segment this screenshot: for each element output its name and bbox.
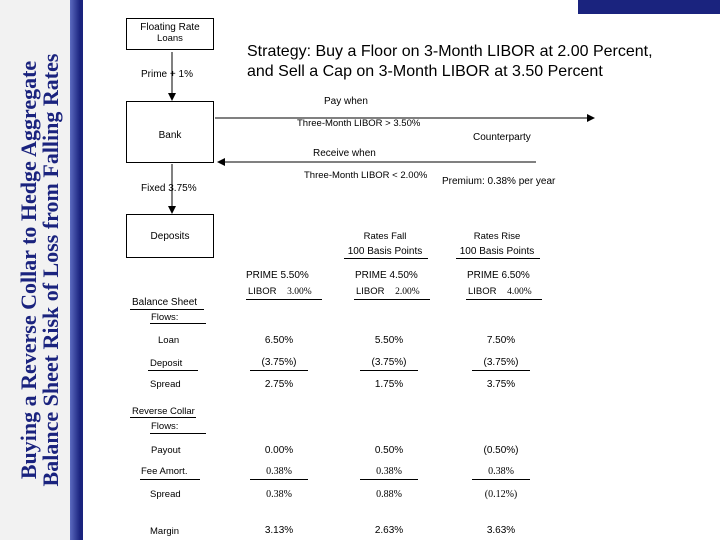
reverse-collar-flows-underline [150,433,206,434]
reverse-collar-underline [130,417,196,418]
libor-base: LIBOR 3.00% [248,286,312,297]
headline-line2: and Sell a Cap on 3-Month LIBOR at 3.50 … [247,63,603,80]
payout-rise: (0.50%) [483,445,519,456]
spread-base: 2.75% [264,379,294,390]
spread-fall: 1.75% [374,379,404,390]
premium-label: Premium: 0.38% per year [442,176,556,187]
row-label-fee-amort: Fee Amort. [141,466,188,477]
receive-when-label: Receive when [313,148,376,159]
libor-label: LIBOR [356,286,385,297]
prime-plus-label: Prime + 1% [141,69,193,80]
balance-sheet-title: Balance Sheet [132,297,198,308]
row-label-loan: Loan [158,335,180,346]
libor-fall-underline [354,299,430,300]
deposit-base: (3.75%) [261,357,297,368]
prime-fall: PRIME 4.50% [355,270,418,281]
headline: Strategy: Buy a Floor on 3-Month LIBOR a… [247,42,653,82]
loan-base: 6.50% [264,335,294,346]
collar-spread-base: 0.38% [266,489,292,500]
prime-rise: PRIME 6.50% [467,270,530,281]
deposits-label: Deposits [150,231,190,242]
spread-rise: 3.75% [486,379,516,390]
collar-spread-fall: 0.88% [376,489,402,500]
floating-rate-loans-box: Floating Rate Loans [126,18,214,50]
scenario-fall-bottom: 100 Basis Points [347,246,423,257]
fee-amort-fall: 0.38% [376,466,402,477]
fee-amort-fall-underline [360,479,418,480]
payout-fall: 0.50% [374,445,404,456]
margin-base: 3.13% [264,525,294,536]
balance-sheet-flows: Flows: [151,312,179,323]
reverse-collar-title: Reverse Collar [132,406,195,417]
scenario-fall-underline [344,258,428,259]
fee-amort-rise: 0.38% [488,466,514,477]
deposit-base-underline [250,370,308,371]
loan-rise: 7.50% [486,335,516,346]
corner-accent-bar [578,0,720,14]
sidebar [0,0,83,540]
scenario-rise-underline [456,258,540,259]
sidebar-accent-strip [70,0,80,540]
counterparty-label: Counterparty [473,132,531,143]
libor-rise-value: 4.00% [507,287,532,297]
margin-rise: 3.63% [486,525,516,536]
fee-amort-base: 0.38% [266,466,292,477]
deposit-rise-underline [472,370,530,371]
reverse-collar-flows: Flows: [151,421,179,432]
scenario-rise-top: Rates Rise [473,231,521,242]
bank-box: Bank [126,101,214,163]
scenario-rise-bottom: 100 Basis Points [459,246,535,257]
libor-fall-value: 2.00% [395,287,420,297]
row-label-payout: Payout [151,445,181,456]
margin-fall: 2.63% [374,525,404,536]
libor-base-underline [246,299,322,300]
row-label-margin: Margin [150,526,180,537]
payout-base: 0.00% [264,445,294,456]
row-label-spread: Spread [150,379,181,390]
bank-label: Bank [158,130,182,141]
balance-sheet-underline [130,309,204,310]
deposit-rise: (3.75%) [483,357,519,368]
deposit-label-underline [148,370,198,371]
collar-spread-rise: (0.12%) [484,489,518,500]
scenario-fall-top: Rates Fall [363,231,407,242]
deposit-fall: (3.75%) [371,357,407,368]
pay-when-label: Pay when [324,96,368,107]
libor-rise: LIBOR 4.00% [468,286,532,297]
fee-amort-base-underline [250,479,308,480]
fee-amort-label-underline [140,479,200,480]
balance-sheet-flows-underline [150,323,206,324]
loan-fall: 5.50% [374,335,404,346]
fee-amort-rise-underline [472,479,530,480]
floating-rate-label: Floating Rate [140,22,200,33]
deposit-fall-underline [360,370,418,371]
row-label-deposit: Deposit [150,358,183,369]
pay-condition-label: Three-Month LIBOR > 3.50% [297,118,421,129]
loans-label: Loans [157,33,183,44]
prime-base: PRIME 5.50% [246,270,309,281]
headline-line1: Strategy: Buy a Floor on 3-Month LIBOR a… [247,43,653,60]
deposits-box: Deposits [126,214,214,258]
fixed-rate-label: Fixed 3.75% [141,183,197,194]
libor-label: LIBOR [468,286,497,297]
row-label-collar-spread: Spread [150,489,181,500]
receive-condition-label: Three-Month LIBOR < 2.00% [304,170,428,181]
libor-rise-underline [466,299,542,300]
libor-fall: LIBOR 2.00% [356,286,420,297]
libor-base-value: 3.00% [287,287,312,297]
libor-label: LIBOR [248,286,277,297]
